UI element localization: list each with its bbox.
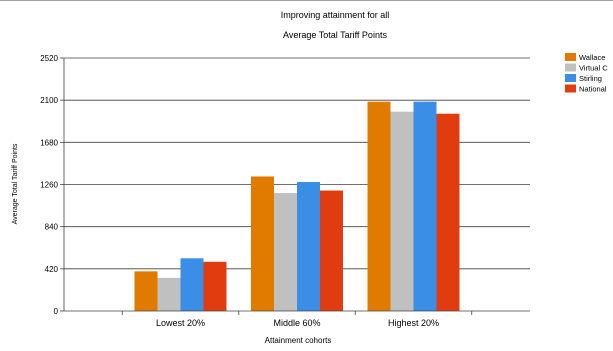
x-tick-label: Middle 60%	[273, 318, 320, 328]
bar	[251, 176, 274, 311]
bar	[203, 261, 227, 311]
legend-label: Stirling	[579, 74, 602, 83]
bar	[367, 101, 391, 311]
bar	[297, 181, 320, 311]
bar	[157, 277, 181, 311]
legend-label: Wallace	[579, 53, 605, 62]
y-tick-label: 2520	[40, 54, 58, 63]
x-axis-label: Attainment cohorts	[265, 336, 332, 345]
x-tick-label: Highest 20%	[388, 318, 439, 328]
y-tick-label: 1680	[40, 138, 58, 147]
axes: 0 420 840 1260 1680 2100 2520 Lowest 20% Middle …	[40, 54, 530, 328]
bar	[180, 258, 204, 311]
y-tick-label: 420	[45, 265, 59, 274]
y-tick-label: 1260	[40, 181, 58, 190]
legend-swatch	[565, 84, 576, 93]
bars	[134, 101, 460, 311]
bar	[413, 101, 437, 311]
legend-swatch	[565, 53, 576, 61]
bar	[436, 113, 460, 311]
legend-swatch	[565, 63, 576, 72]
y-tick-label: 2100	[40, 96, 58, 105]
bar	[134, 271, 158, 311]
chart-subtitle: Average Total Tariff Points	[283, 30, 387, 40]
y-axis-label: Average Total Tariff Points	[12, 143, 19, 224]
bar	[320, 190, 343, 311]
y-tick-label: 840	[45, 223, 59, 232]
bar	[390, 111, 414, 311]
y-tick-label: 0	[54, 307, 59, 316]
legend-label: National	[579, 85, 607, 94]
bar	[274, 193, 297, 311]
x-tick-label: Lowest 20%	[156, 318, 205, 328]
chart-title: Improving attainment for all	[281, 10, 390, 20]
legend-swatch	[565, 74, 576, 82]
legend-label: Virtual C	[579, 64, 608, 73]
